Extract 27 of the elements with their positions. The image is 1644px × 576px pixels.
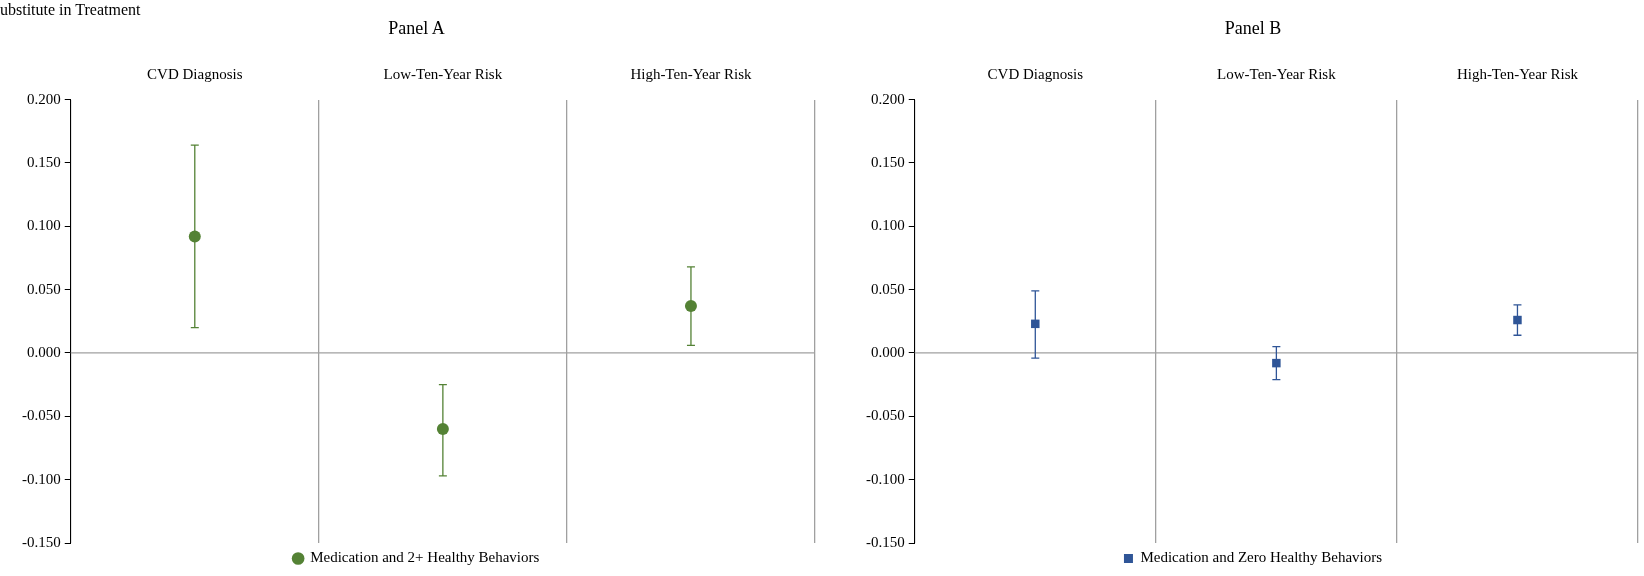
- x-tick-label: CVD Diagnosis: [987, 65, 1084, 82]
- x-tick-label: High-Ten-Year Risk: [1456, 65, 1579, 82]
- y-tick-label: 0.200: [27, 90, 61, 107]
- y-tick-label: 0.050: [27, 280, 61, 297]
- y-tick-label: -0.150: [866, 533, 905, 550]
- y-tick-label: 0.150: [871, 153, 905, 170]
- y-tick-label: 0.000: [27, 343, 61, 360]
- y-tick-label: 0.050: [871, 280, 905, 297]
- y-tick-label: -0.100: [866, 470, 905, 487]
- legend-label: Medication and 2+ Healthy Behaviors: [310, 549, 540, 566]
- y-tick-label: -0.150: [22, 533, 61, 550]
- chart-title: Panel B: [1224, 17, 1282, 38]
- y-tick-label: 0.100: [871, 217, 905, 234]
- y-tick-label: 0.000: [871, 343, 905, 360]
- y-tick-label: -0.050: [22, 407, 61, 424]
- chart-title: Panel A: [388, 17, 445, 38]
- x-tick-label: High-Ten-Year Risk: [630, 65, 753, 82]
- legend-label: Medication and Zero Healthy Behaviors: [1140, 549, 1383, 566]
- y-tick-label: 0.100: [27, 217, 61, 234]
- y-tick-label: 0.200: [871, 90, 905, 107]
- x-tick-label: Low-Ten-Year Risk: [383, 65, 503, 82]
- x-tick-label: Low-Ten-Year Risk: [1217, 65, 1337, 82]
- y-tick-label: -0.050: [866, 407, 905, 424]
- y-tick-label: 0.150: [27, 153, 61, 170]
- y-tick-label: -0.100: [22, 470, 61, 487]
- x-tick-label: CVD Diagnosis: [147, 65, 243, 82]
- text: ubstitute in Treatment: [0, 1, 141, 18]
